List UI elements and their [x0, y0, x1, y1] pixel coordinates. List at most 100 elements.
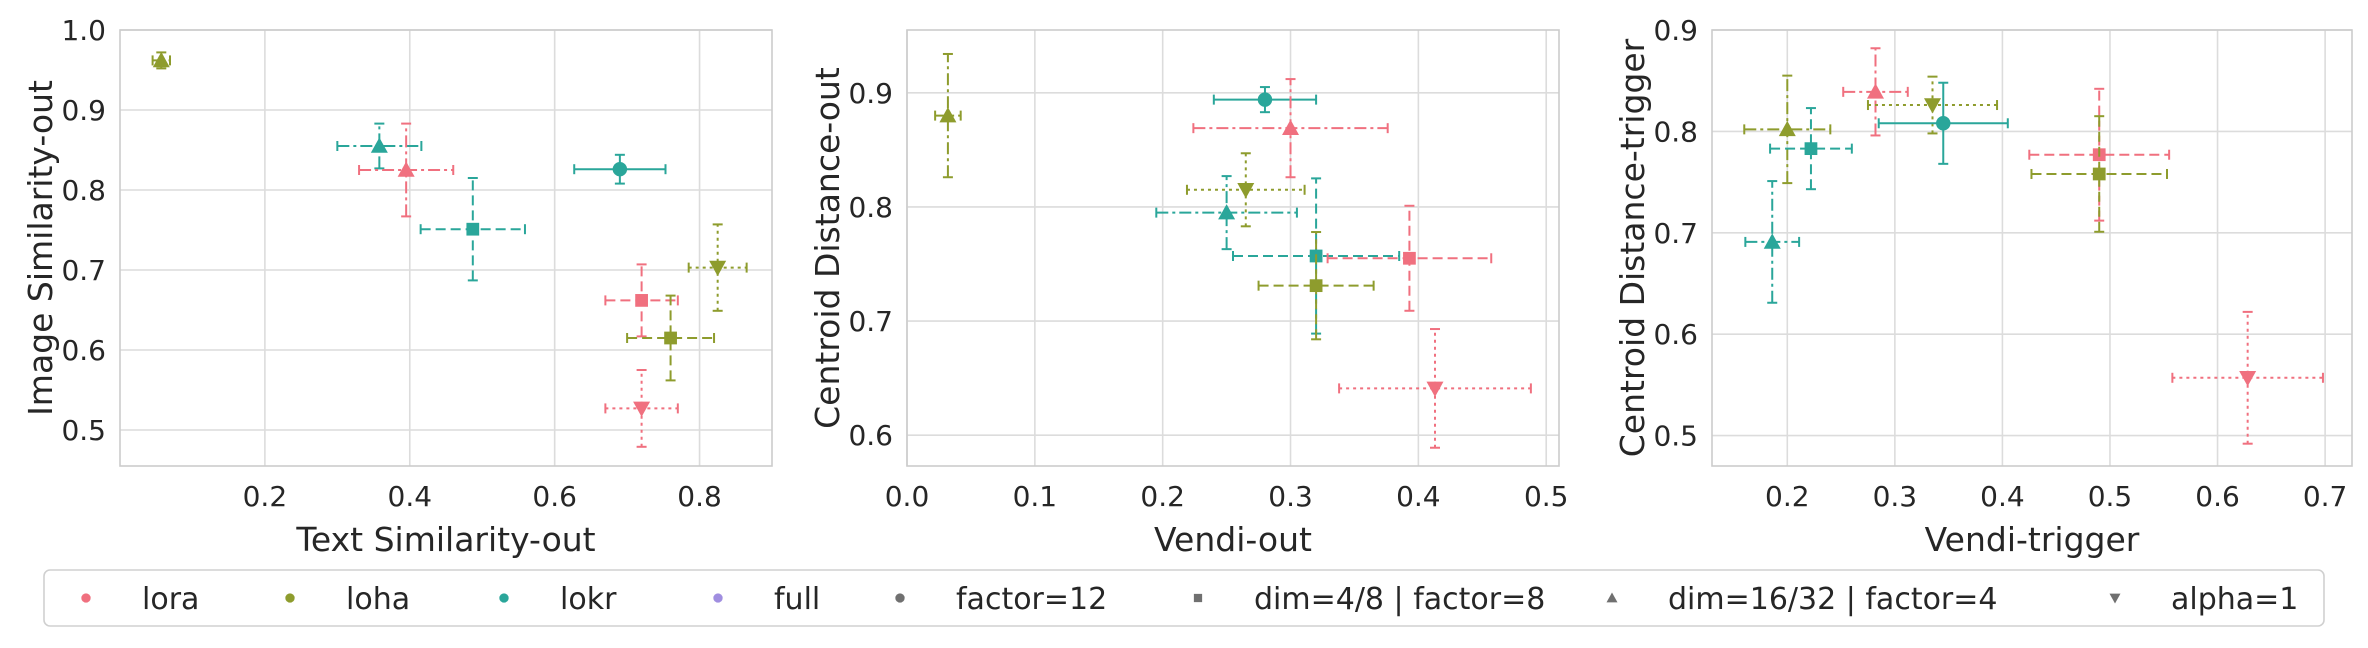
data-point-loha-square: [626, 294, 716, 382]
y-tick-label: 0.5: [61, 414, 106, 447]
y-tick-label: 0.6: [61, 334, 106, 367]
marker-square: [664, 331, 677, 345]
plot-frame: [1711, 29, 2353, 467]
data-point-loha-triangle: [934, 52, 962, 179]
legend-entry: dim=4/8 | factor=8: [1193, 582, 1545, 617]
legend-marker-circle: [713, 593, 723, 603]
legend-label: dim=16/32 | factor=4: [1668, 582, 1998, 617]
data-point-lora-triangle: [358, 122, 455, 218]
legend-entry: loha: [285, 582, 410, 617]
x-tick-label: 0.6: [532, 480, 577, 513]
legend-entry: lora: [81, 582, 199, 617]
legend-marker-circle: [895, 593, 905, 603]
y-tick-label: 0.6: [848, 419, 893, 452]
y-tick-label: 0.7: [61, 254, 106, 287]
y-axis-label: Centroid Distance-out: [808, 67, 847, 429]
legend-label: lora: [142, 582, 199, 617]
legend-entry: alpha=1: [2109, 582, 2298, 617]
data-point-lora-tri_down: [604, 369, 679, 448]
marker-square: [1403, 251, 1416, 265]
panel-1: 0.2 0.4 0.6 0.8 0.5 0.6 0.7 0.8 0.9 1.0 Text Simil…: [21, 14, 773, 559]
y-tick-label: 0.8: [61, 174, 106, 207]
marker-triangle: [1866, 83, 1884, 99]
y-tick-label: 0.8: [1653, 115, 1698, 148]
data-point-lora-square: [1326, 204, 1493, 312]
marker-triangle: [1763, 233, 1781, 249]
marker-circle: [1257, 92, 1273, 107]
data-point-lora-tri_down: [1338, 328, 1532, 449]
x-axis-label: Text Similarity-out: [295, 520, 595, 559]
marker-square: [1309, 279, 1323, 293]
marker-tri_down: [633, 401, 651, 417]
data-point-loha-square: [1257, 231, 1375, 341]
x-tick-label: 0.4: [1980, 480, 2025, 513]
legend-marker-triangle: [1606, 592, 1618, 603]
marker-square: [635, 294, 648, 307]
y-tick-label: 0.8: [848, 191, 893, 224]
panel-3: 0.2 0.3 0.4 0.5 0.6 0.7 0.5 0.6 0.7 0.8 0.9 Vendi-t…: [1613, 14, 2353, 559]
x-tick-label: 0.1: [1013, 480, 1058, 513]
data-point-lokr-square: [419, 177, 526, 282]
x-tick-label: 0.4: [1396, 480, 1441, 513]
x-tick-label: 0.2: [1765, 480, 1810, 513]
legend-label: factor=12: [956, 582, 1107, 617]
marker-tri_down: [2239, 370, 2257, 387]
data-point-lokr-triangle: [1744, 180, 1801, 304]
data-point-loha-tri_down: [1185, 152, 1306, 228]
data-point-loha-triangle: [151, 51, 171, 70]
x-tick-label: 0.3: [1268, 480, 1313, 513]
data-point-lora-tri_down: [2171, 310, 2324, 445]
legend-marker-tri_down: [2109, 593, 2121, 604]
marker-triangle: [370, 137, 388, 153]
data-point-lora-square: [604, 263, 679, 338]
data-point-lokr-circle: [1877, 81, 2009, 165]
marker-tri_down: [709, 260, 727, 277]
marker-circle: [612, 161, 628, 177]
plot-frame: [906, 29, 1560, 467]
marker-tri_down: [1924, 98, 1942, 114]
data-point-lora-triangle: [1842, 47, 1909, 137]
legend-marker-circle: [499, 593, 509, 603]
marker-square: [466, 222, 480, 236]
legend-label: loha: [346, 582, 410, 617]
y-tick-label: 0.6: [1653, 318, 1698, 351]
data-point-loha-triangle: [1743, 74, 1832, 185]
x-tick-label: 0.5: [2088, 480, 2133, 513]
marker-square: [1804, 142, 1818, 156]
x-axis-label: Vendi-trigger: [1925, 520, 2140, 559]
x-axis-label: Vendi-out: [1154, 520, 1312, 559]
data-point-lokr-square: [1769, 107, 1853, 191]
y-tick-label: 0.7: [1653, 217, 1698, 250]
data-point-lora-triangle: [1192, 78, 1389, 179]
legend-marker-circle: [285, 593, 295, 603]
data-point-loha-square: [2030, 115, 2168, 233]
data-point-lokr-triangle: [1155, 175, 1298, 251]
marker-triangle: [1778, 120, 1796, 137]
marker-square: [2092, 167, 2106, 181]
y-axis-label: Image Similarity-out: [21, 80, 60, 416]
legend: lora loha lokr full factor=12 dim=4/8 | facto…: [43, 569, 2325, 627]
marker-tri_down: [1237, 182, 1255, 199]
x-tick-label: 0.3: [1873, 480, 1918, 513]
marker-triangle: [152, 51, 170, 68]
marker-triangle: [397, 161, 415, 177]
y-tick-label: 0.9: [61, 94, 106, 127]
marker-triangle: [939, 107, 957, 123]
data-point-lokr-circle: [1212, 86, 1318, 114]
legend-frame: [43, 569, 2325, 627]
plot-frame: [119, 29, 773, 467]
x-tick-label: 0.4: [388, 480, 433, 513]
legend-marker-square: [1193, 593, 1203, 603]
legend-label: full: [774, 582, 820, 617]
y-tick-label: 0.7: [848, 305, 893, 338]
x-tick-label: 0.0: [885, 480, 930, 513]
legend-label: alpha=1: [2171, 582, 2298, 617]
x-tick-label: 0.7: [2303, 480, 2348, 513]
data-point-lokr-triangle: [336, 122, 423, 170]
legend-label: lokr: [560, 582, 617, 617]
x-tick-label: 0.8: [677, 480, 722, 513]
x-tick-label: 0.6: [2195, 480, 2240, 513]
y-tick-label: 1.0: [61, 14, 106, 47]
legend-label: dim=4/8 | factor=8: [1254, 582, 1545, 617]
